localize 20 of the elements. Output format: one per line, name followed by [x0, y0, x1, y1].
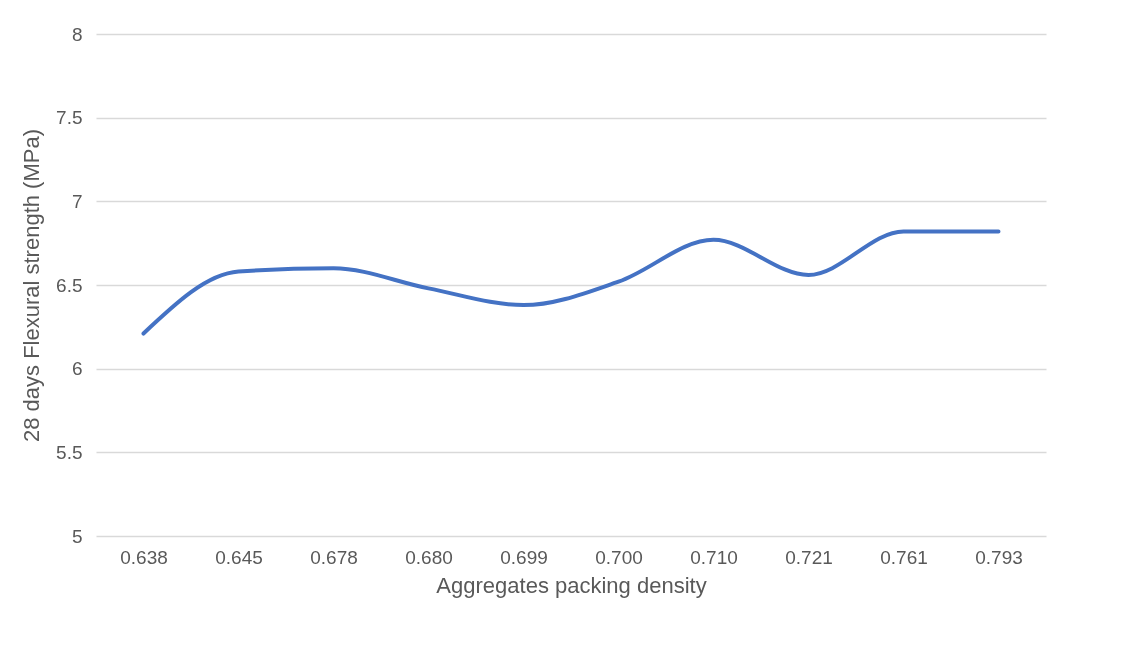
x-tick-label: 0.793	[975, 546, 1023, 568]
y-tick-label: 5.5	[56, 441, 83, 463]
y-tick-label: 6.5	[56, 274, 83, 296]
y-axis-title: 28 days Flexural strength (MPa)	[19, 128, 45, 443]
y-tick-label: 7.5	[56, 107, 83, 129]
y-tick-label: 8	[71, 23, 83, 45]
x-tick-label: 0.638	[120, 546, 168, 568]
x-tick-label: 0.710	[690, 546, 738, 568]
y-tick-label: 6	[71, 358, 83, 380]
x-tick-label: 0.678	[310, 546, 358, 568]
x-tick-label: 0.645	[215, 546, 263, 568]
x-tick-label: 0.721	[785, 546, 833, 568]
y-tick-label: 7	[71, 190, 83, 212]
x-tick-label: 0.700	[595, 546, 643, 568]
x-tick-label: 0.699	[500, 546, 548, 568]
x-axis-title: Aggregates packing density	[436, 572, 707, 598]
x-tick-label: 0.761	[880, 546, 928, 568]
y-tick-label: 5	[71, 525, 83, 547]
x-tick-label: 0.680	[405, 546, 453, 568]
line-series	[141, 229, 1001, 336]
